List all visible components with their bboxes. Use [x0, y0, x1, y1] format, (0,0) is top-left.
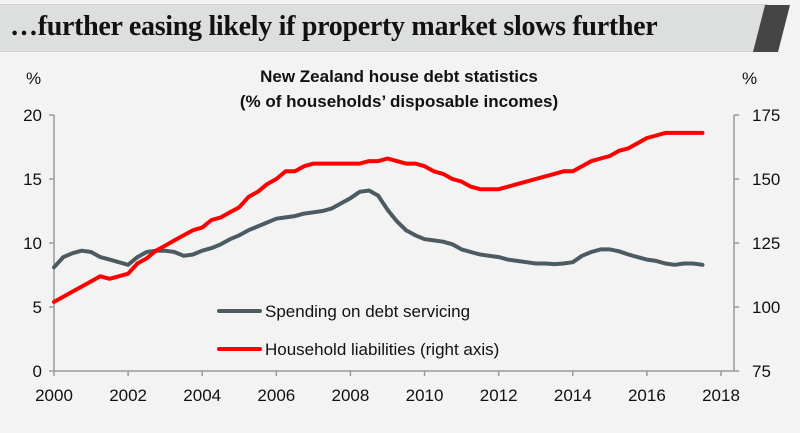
series-lines [52, 130, 705, 304]
x-axis-tick-label: 2014 [554, 386, 592, 405]
chart-subtitle: (% of households’ disposable incomes) [240, 92, 558, 111]
left-axis-tick-label: 10 [23, 234, 42, 253]
left-axis-unit-label: % [26, 69, 41, 88]
right-axis-tick-label: 175 [752, 106, 780, 125]
x-axis-tick-label: 2004 [183, 386, 221, 405]
right-axis-tick-label: 75 [752, 362, 771, 381]
right-axis-tick-label: 150 [752, 170, 780, 189]
right-axis-tick-label: 100 [752, 298, 780, 317]
x-axis-tick-label: 2002 [109, 386, 147, 405]
right-axis-tick-label: 125 [752, 234, 780, 253]
banner: …further easing likely if property marke… [0, 4, 768, 52]
banner-title: …further easing likely if property marke… [10, 11, 658, 42]
left-axis-tick-label: 15 [23, 170, 42, 189]
chart-title: New Zealand house debt statistics [260, 67, 538, 86]
x-axis-tick-label: 2016 [628, 386, 666, 405]
left-axis-tick-label: 0 [33, 362, 42, 381]
legend: Spending on debt servicing Household lia… [217, 302, 499, 359]
legend-label-household-liabilities: Household liabilities (right axis) [265, 340, 499, 359]
legend-label-debt-servicing: Spending on debt servicing [265, 302, 470, 321]
axes: 0 5 10 15 20 75 100 125 150 175 2000 2002 2004 2006 20… [23, 106, 780, 405]
left-axis-tick-label: 5 [33, 298, 42, 317]
x-axis-tick-label: 2018 [702, 386, 740, 405]
series-line-household-liabilities [52, 130, 705, 304]
x-axis-tick-label: 2000 [35, 386, 73, 405]
banner-tab-decoration [753, 5, 790, 52]
series-line-debt-servicing [52, 188, 705, 270]
left-axis-tick-label: 20 [23, 106, 42, 125]
x-axis-tick-label: 2006 [257, 386, 295, 405]
x-axis-tick-label: 2012 [480, 386, 518, 405]
x-axis-tick-label: 2008 [332, 386, 370, 405]
right-axis-unit-label: % [742, 69, 757, 88]
x-axis-tick-label: 2010 [406, 386, 444, 405]
